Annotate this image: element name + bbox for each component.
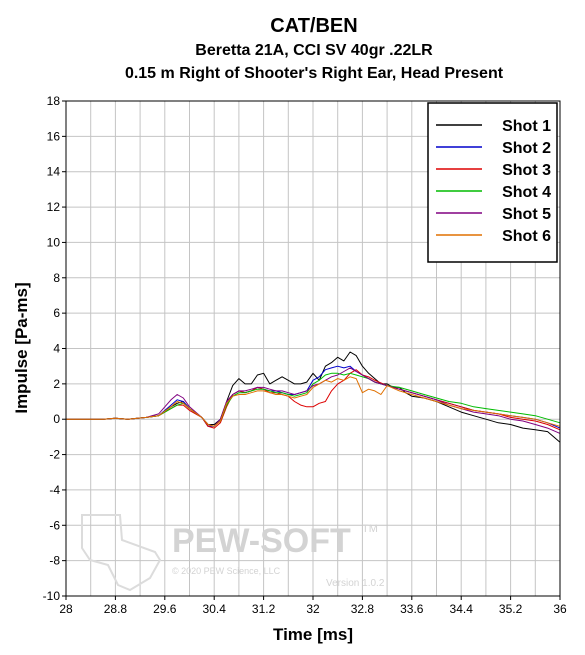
y-tick-label: 4 xyxy=(53,342,60,356)
legend-items: Shot 1 Shot 2 Shot 3 Shot 4 Shot 5 Shot 6 xyxy=(436,118,551,245)
y-tick-label: 8 xyxy=(53,271,60,285)
watermark-trademark: TM xyxy=(362,523,378,535)
x-tick-label: 28 xyxy=(59,602,73,616)
series-line-shot-3 xyxy=(66,369,561,431)
y-tick-label: 6 xyxy=(53,306,60,320)
watermark-version: Version 1.0.2 xyxy=(326,578,385,589)
series-layer xyxy=(66,351,561,443)
x-tick-label: 31.2 xyxy=(252,602,276,616)
y-tick-label: -4 xyxy=(49,483,60,497)
y-tick-label: -2 xyxy=(49,448,60,462)
legend-label-shot-1: Shot 1 xyxy=(502,118,551,135)
x-tick-labels: 28 28.8 29.6 30.4 31.2 32 32.8 33.6 34.4 35.2 36 xyxy=(59,596,567,616)
y-tick-label: 2 xyxy=(53,377,60,391)
watermark-brand: PEW-SOFT xyxy=(172,522,351,560)
y-tick-label: 14 xyxy=(47,165,61,179)
y-tick-label: -6 xyxy=(49,518,60,532)
watermark-copyright: © 2020 PEW Science, LLC xyxy=(172,566,281,576)
legend-label-shot-4: Shot 4 xyxy=(502,184,551,201)
legend-label-shot-6: Shot 6 xyxy=(502,228,551,245)
legend: Shot 1 Shot 2 Shot 3 Shot 4 Shot 5 Shot 6 xyxy=(427,102,558,263)
x-tick-label: 35.2 xyxy=(499,602,523,616)
x-tick-label: 29.6 xyxy=(153,602,177,616)
x-tick-label: 32.8 xyxy=(351,602,375,616)
y-tick-labels: -10 -8 -6 -4 -2 0 2 4 6 8 10 12 14 16 18 xyxy=(43,94,66,603)
y-tick-label: -10 xyxy=(43,589,61,603)
x-tick-label: 36 xyxy=(553,602,567,616)
x-tick-label: 32 xyxy=(306,602,320,616)
legend-label-shot-3: Shot 3 xyxy=(502,162,551,179)
texas-outline-icon xyxy=(81,514,162,592)
watermark: PEW-SOFT TM © 2020 PEW Science, LLC Vers… xyxy=(81,514,385,592)
x-tick-label: 34.4 xyxy=(450,602,474,616)
x-axis-label: Time [ms] xyxy=(273,625,353,644)
chart-subtitle-1: Beretta 21A, CCI SV 40gr .22LR xyxy=(195,42,433,59)
legend-label-shot-2: Shot 2 xyxy=(502,140,551,157)
x-tick-label: 33.6 xyxy=(400,602,424,616)
legend-label-shot-5: Shot 5 xyxy=(502,206,551,223)
y-axis-label: Impulse [Pa-ms] xyxy=(12,282,31,413)
y-tick-label: 18 xyxy=(47,94,61,108)
y-tick-label: 16 xyxy=(47,129,61,143)
chart-title: CAT/BEN xyxy=(270,15,357,37)
y-tick-label: -8 xyxy=(49,554,60,568)
x-tick-label: 30.4 xyxy=(203,602,227,616)
x-tick-label: 28.8 xyxy=(104,602,128,616)
y-tick-label: 10 xyxy=(47,235,61,249)
y-tick-label: 0 xyxy=(53,412,60,426)
chart-subtitle-2: 0.15 m Right of Shooter's Right Ear, Hea… xyxy=(125,65,504,82)
series-line-shot-6 xyxy=(66,376,561,427)
y-tick-label: 12 xyxy=(47,200,61,214)
